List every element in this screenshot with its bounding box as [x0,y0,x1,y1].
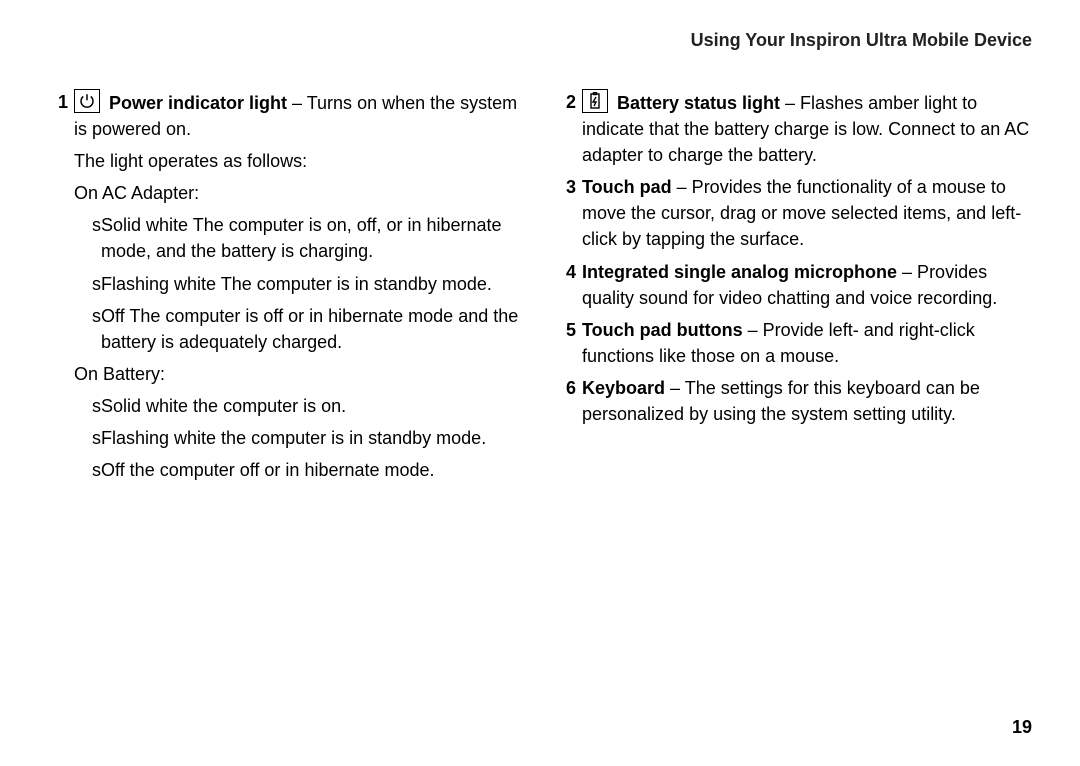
content-columns: 1 Power indicator light – Turns on when … [48,89,1032,489]
bullet-text: Solid white The computer is on, off, or … [101,212,524,264]
item-number: 2 [556,89,576,168]
item-6: 6 Keyboard – The settings for this keybo… [556,375,1032,427]
bullet-mark: s [92,303,101,355]
item-number: 1 [48,89,68,483]
list-item: s Solid white The computer is on, off, o… [92,212,524,264]
battery-bullets: s Solid white the computer is on. s Flas… [74,393,524,483]
manual-page: Using Your Inspiron Ultra Mobile Device … [0,0,1080,766]
item-body: Keyboard – The settings for this keyboar… [582,375,1032,427]
list-item: s Flashing white The computer is in stan… [92,271,524,297]
list-item: s Off The computer is off or in hibernat… [92,303,524,355]
bullet-mark: s [92,271,101,297]
page-header: Using Your Inspiron Ultra Mobile Device [48,30,1032,51]
bullet-text: Flashing white the computer is in standb… [101,425,486,451]
list-item: s Off the computer off or in hibernate m… [92,457,524,483]
operates-line: The light operates as follows: [74,148,524,174]
item-title: Keyboard [582,378,665,398]
battery-icon [582,89,608,113]
item-number: 6 [556,375,576,427]
item-title: Touch pad buttons [582,320,743,340]
item-3: 3 Touch pad – Provides the functionality… [556,174,1032,252]
page-number: 19 [1012,717,1032,738]
bullet-text: Off The computer is off or in hibernate … [101,303,524,355]
bullet-mark: s [92,457,101,483]
item-4: 4 Integrated single analog microphone – … [556,259,1032,311]
ac-bullets: s Solid white The computer is on, off, o… [74,212,524,354]
left-column: 1 Power indicator light – Turns on when … [48,89,524,489]
item-title: Battery status light [617,93,780,113]
item-title: Power indicator light [109,93,287,113]
bullet-mark: s [92,212,101,264]
bullet-mark: s [92,425,101,451]
item-2: 2 Battery status light – Flashes amber l… [556,89,1032,168]
power-icon [74,89,100,113]
right-column: 2 Battery status light – Flashes amber l… [556,89,1032,489]
bullet-text: Solid white the computer is on. [101,393,346,419]
item-title: Integrated single analog microphone [582,262,897,282]
list-item: s Flashing white the computer is in stan… [92,425,524,451]
item-body: Battery status light – Flashes amber lig… [582,89,1032,168]
on-battery-label: On Battery: [74,361,524,387]
item-body: Touch pad – Provides the functionality o… [582,174,1032,252]
item-number: 3 [556,174,576,252]
item-1: 1 Power indicator light – Turns on when … [48,89,524,483]
item-body: Power indicator light – Turns on when th… [74,89,524,483]
bullet-text: Off the computer off or in hibernate mod… [101,457,435,483]
item-number: 4 [556,259,576,311]
bullet-text: Flashing white The computer is in standb… [101,271,492,297]
list-item: s Solid white the computer is on. [92,393,524,419]
item-title: Touch pad [582,177,672,197]
on-ac-label: On AC Adapter: [74,180,524,206]
item-number: 5 [556,317,576,369]
bullet-mark: s [92,393,101,419]
item-body: Touch pad buttons – Provide left- and ri… [582,317,1032,369]
item-5: 5 Touch pad buttons – Provide left- and … [556,317,1032,369]
item-body: Integrated single analog microphone – Pr… [582,259,1032,311]
